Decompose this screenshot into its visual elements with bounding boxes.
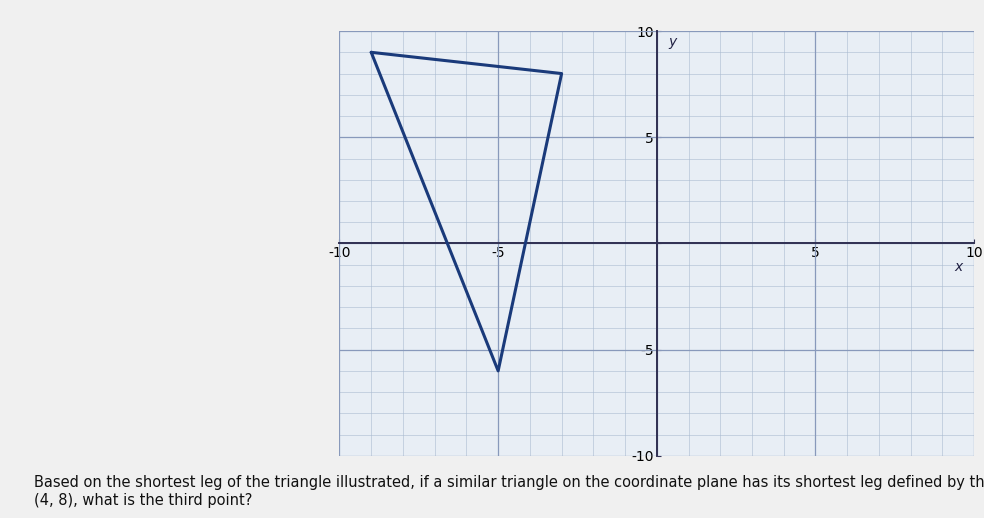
Text: Based on the shortest leg of the triangle illustrated, if a similar triangle on : Based on the shortest leg of the triangl…	[34, 475, 984, 508]
Text: x: x	[954, 261, 962, 275]
Text: y: y	[668, 35, 676, 49]
